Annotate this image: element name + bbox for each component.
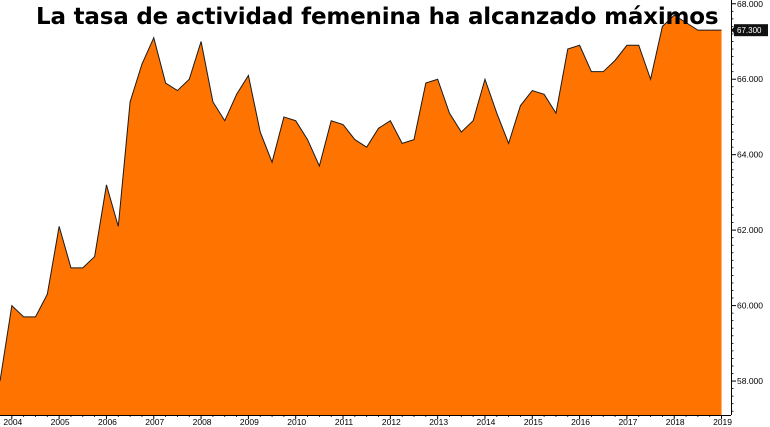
y-tick-label: 68.000 — [737, 0, 763, 9]
x-tick-label: 2006 — [98, 417, 117, 427]
y-tick-label: 58.000 — [737, 376, 763, 386]
y-tick-label: 66.000 — [737, 74, 763, 84]
last-value-label: 67.300 — [737, 26, 762, 35]
x-tick-label: 2007 — [145, 417, 164, 427]
y-tick-label: 60.000 — [737, 301, 763, 311]
last-value-pointer — [731, 26, 735, 35]
chart-title: La tasa de actividad femenina ha alcanza… — [36, 4, 719, 30]
x-tick-label: 2004 — [3, 417, 22, 427]
last-value-box — [734, 24, 768, 37]
series-area — [0, 15, 722, 416]
x-tick-label: 2018 — [666, 417, 685, 427]
x-tick-label: 2019 — [713, 417, 732, 427]
x-tick-label: 2011 — [335, 417, 354, 427]
x-tick-label: 2014 — [477, 417, 496, 427]
series-line — [0, 14, 722, 382]
y-tick-label: 64.000 — [737, 150, 763, 160]
y-tick-label: 62.000 — [737, 225, 763, 235]
x-tick-label: 2009 — [240, 417, 259, 427]
x-tick-label: 2013 — [429, 417, 448, 427]
x-tick-label: 2010 — [287, 417, 306, 427]
x-tick-label: 2008 — [193, 417, 212, 427]
x-tick-label: 2015 — [524, 417, 543, 427]
x-tick-label: 2017 — [618, 417, 637, 427]
x-tick-label: 2005 — [51, 417, 70, 427]
x-tick-label: 2012 — [382, 417, 401, 427]
x-tick-label: 2016 — [571, 417, 590, 427]
